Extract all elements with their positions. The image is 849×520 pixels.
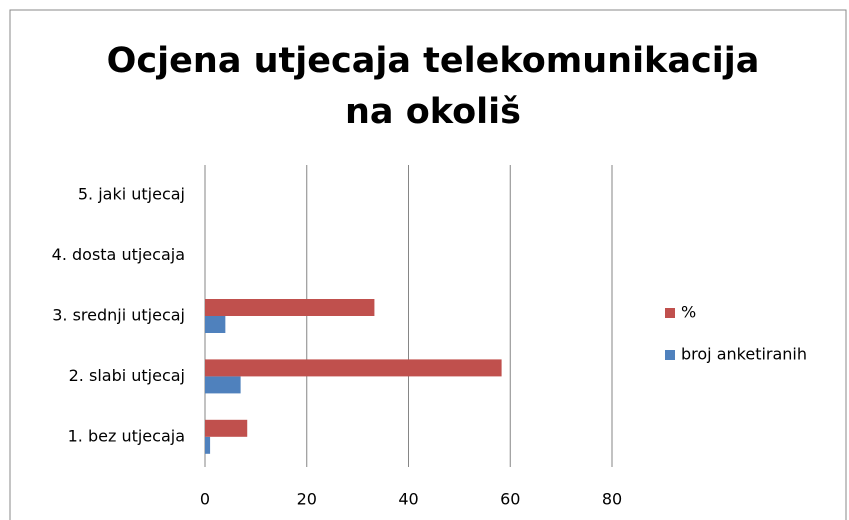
x-tick-label: 0 (200, 490, 210, 509)
y-tick-label: 5. jaki utjecaj (78, 185, 185, 204)
x-tick-label: 40 (398, 490, 418, 509)
chart-title: Ocjena utjecaja telekomunikacija na okol… (106, 41, 760, 132)
x-tick-label: 60 (500, 490, 520, 509)
legend-label: broj anketiranih (681, 345, 807, 364)
bar (205, 299, 375, 316)
bar (205, 316, 226, 333)
bar (205, 359, 502, 377)
legend-label: % (681, 303, 696, 322)
y-tick-label: 3. srednji utjecaj (52, 306, 185, 325)
x-tick-label: 80 (602, 490, 622, 509)
bar (205, 376, 241, 394)
chart-border (9, 9, 847, 520)
legend-swatch (665, 308, 675, 318)
x-tick-label: 20 (297, 490, 317, 509)
y-tick-label: 1. bez utjecaja (68, 426, 185, 445)
y-tick-label: 4. dosta utjecaja (52, 245, 185, 264)
bar (205, 436, 211, 454)
legend-swatch (665, 350, 675, 360)
y-tick-label: 2. slabi utjecaj (69, 366, 185, 385)
bar (205, 419, 248, 437)
